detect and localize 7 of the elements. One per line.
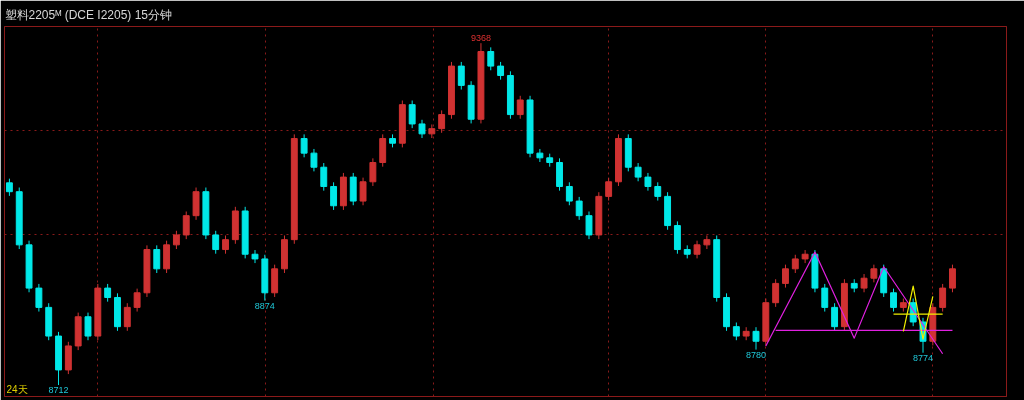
annotation: 8780 bbox=[745, 349, 767, 360]
annotation: 8874 bbox=[254, 300, 275, 311]
annotation: 24天 bbox=[6, 383, 28, 395]
annotation: 9368 bbox=[470, 33, 491, 44]
annotation: 8774 bbox=[912, 352, 934, 363]
chart-title: 塑料2205ᴹ (DCE I2205) 15分钟 bbox=[4, 7, 173, 22]
annotation: 8712 bbox=[48, 385, 69, 396]
